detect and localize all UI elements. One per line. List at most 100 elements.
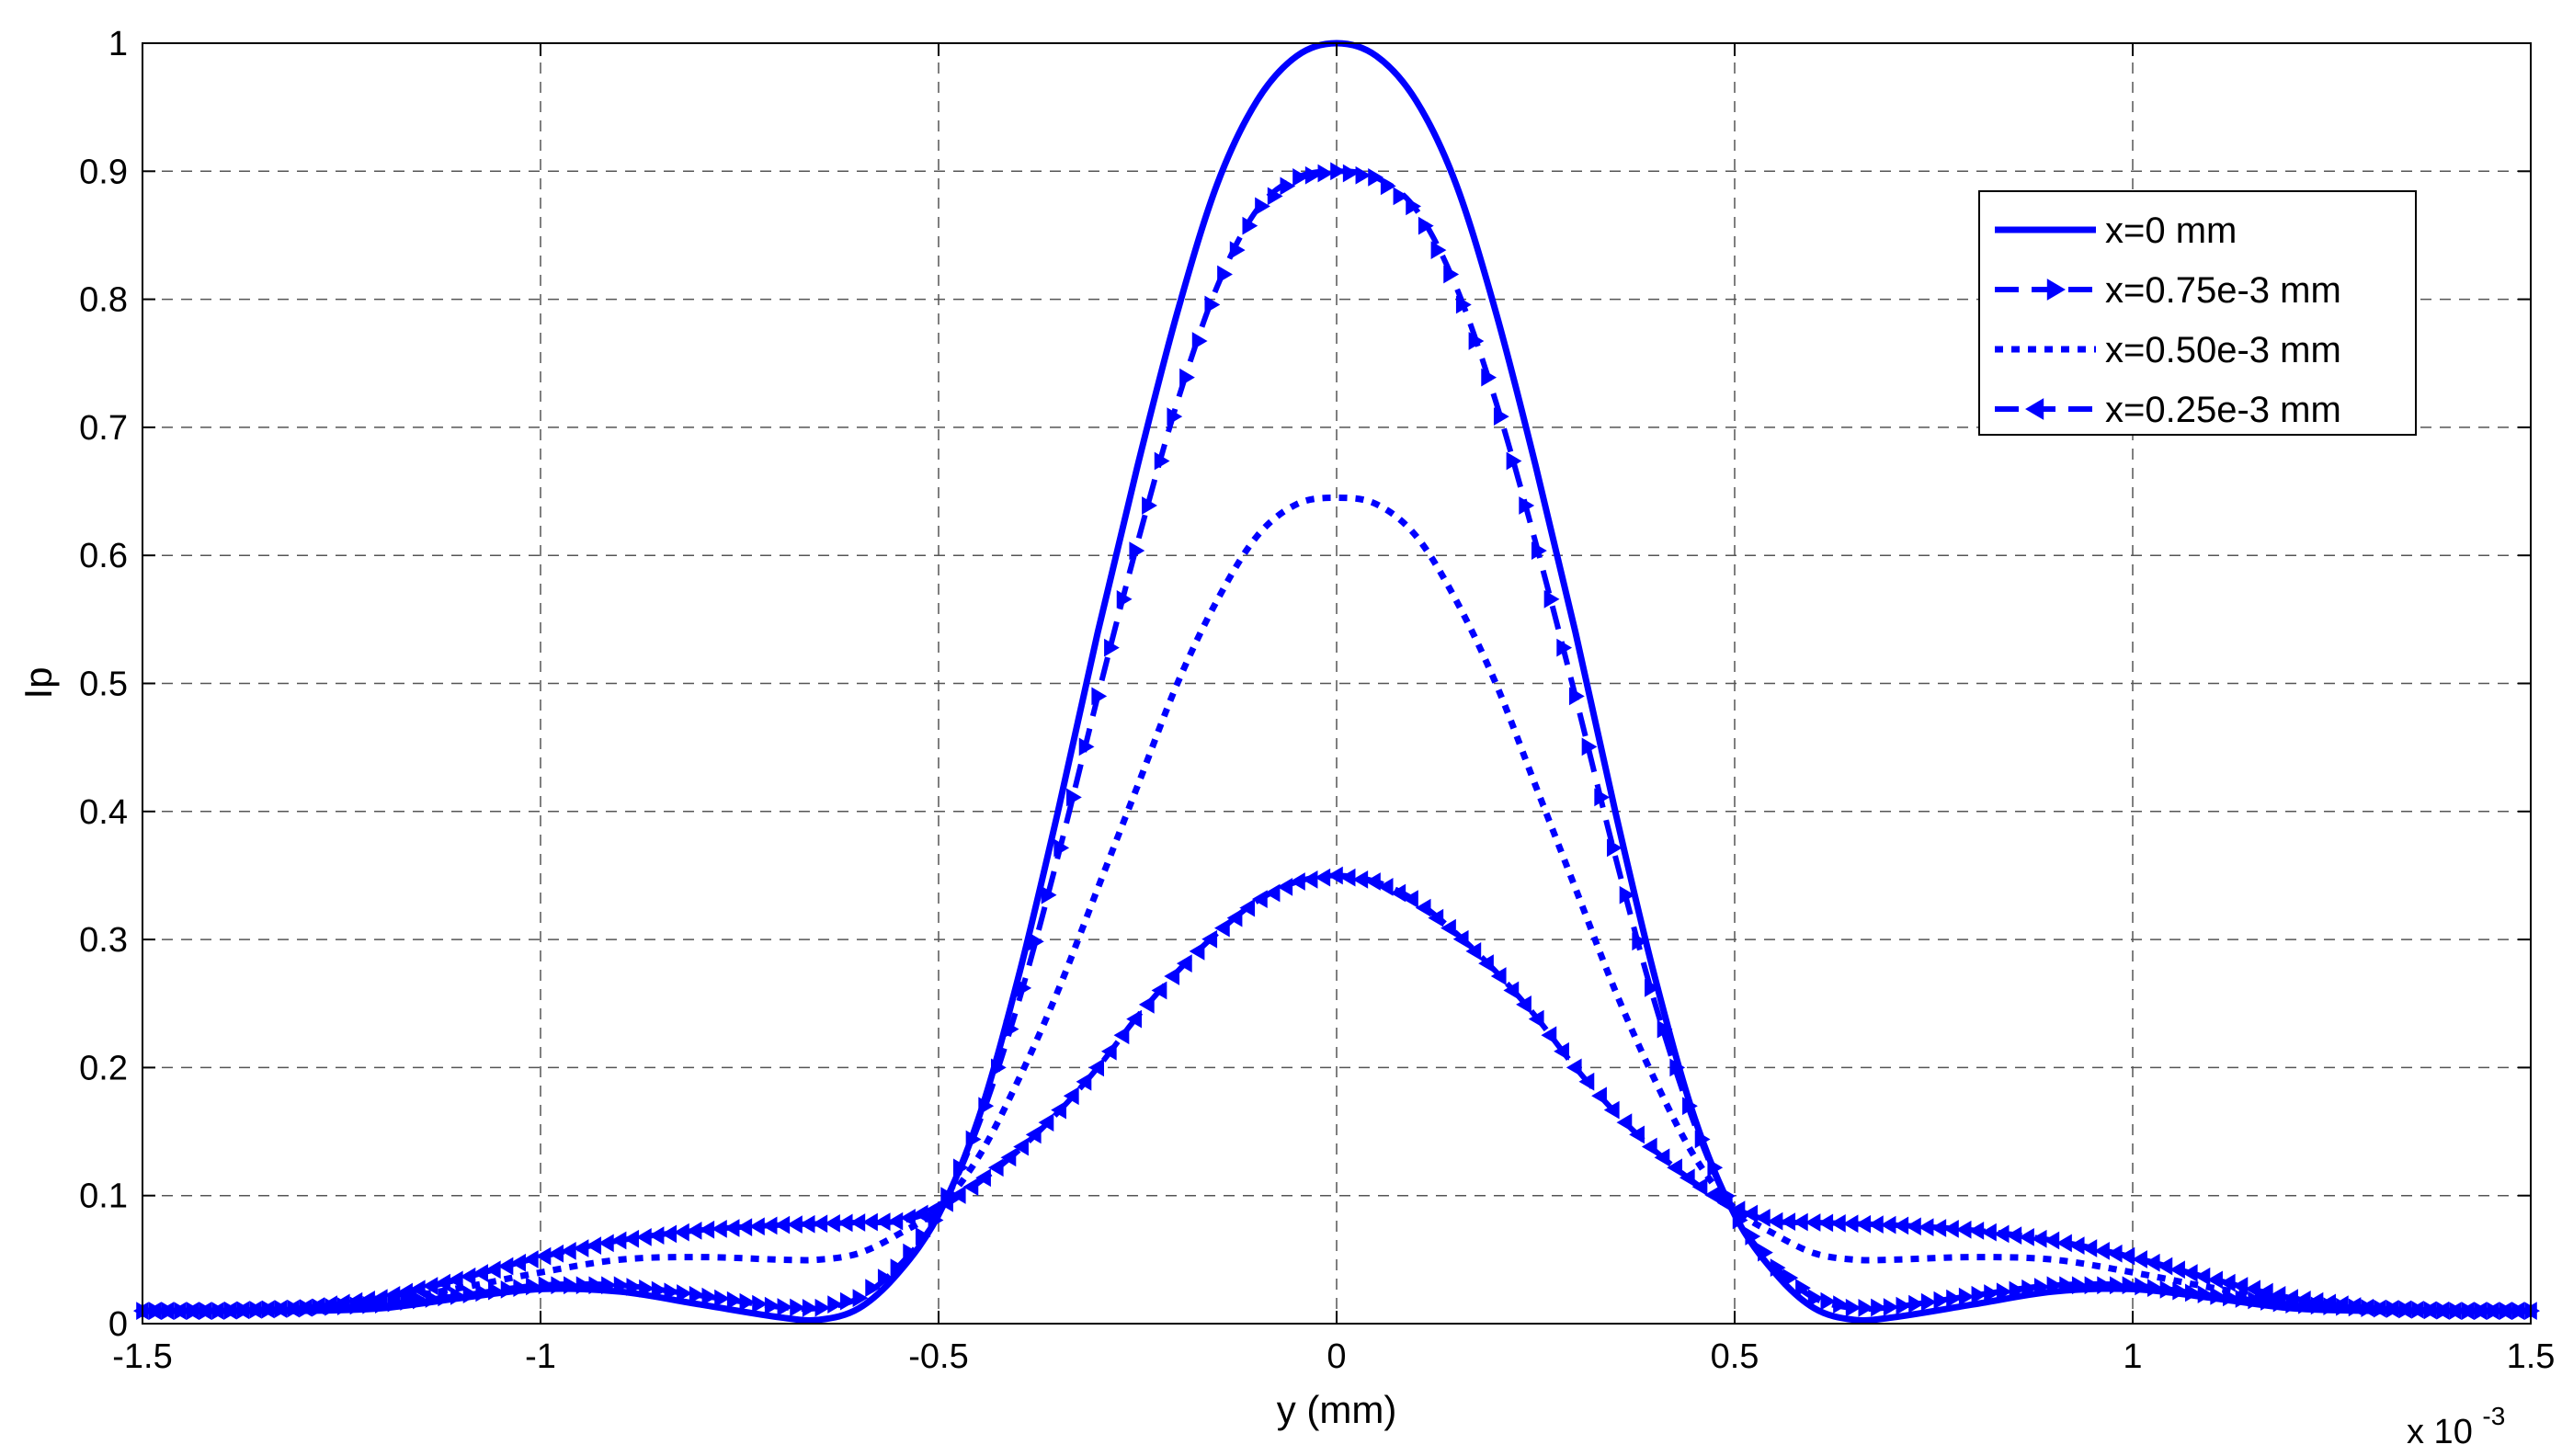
series-marker — [1455, 295, 1472, 314]
series-marker — [978, 1097, 995, 1116]
series-marker — [334, 1293, 350, 1313]
y-tick-label: 0.1 — [79, 1177, 128, 1216]
series-marker — [1176, 954, 1192, 973]
y-tick-label: 0.4 — [79, 793, 128, 832]
series-marker — [1694, 1130, 1711, 1149]
series-marker — [1519, 496, 1535, 515]
series-marker — [802, 1299, 818, 1317]
series-marker — [1428, 908, 1444, 927]
series-marker — [601, 1276, 617, 1295]
series-marker — [1129, 541, 1145, 560]
series-marker — [2185, 1283, 2201, 1302]
series-marker — [1430, 241, 1447, 259]
series-marker — [2219, 1273, 2236, 1292]
legend-marker — [2025, 398, 2044, 420]
series-marker — [2283, 1289, 2298, 1308]
series-marker — [1226, 908, 1243, 927]
axis-ticks: -1.5 -1 -0.5 0 0.5 1 1.5 0 0.1 0.2 0.3 0.4 0.5 0.6 0.7… — [79, 25, 2555, 1376]
series-marker — [2144, 1253, 2160, 1272]
series-marker — [1393, 187, 1409, 206]
series-marker — [413, 1291, 428, 1310]
series-marker — [975, 1168, 991, 1188]
series-marker — [384, 1285, 401, 1304]
series-marker — [1251, 890, 1268, 908]
series-marker — [2081, 1239, 2098, 1257]
series-marker — [564, 1276, 579, 1295]
series-line — [142, 495, 2532, 1314]
series-marker — [1554, 1041, 1569, 1061]
series-marker — [1330, 162, 1346, 181]
series-marker — [1355, 165, 1372, 185]
series-marker — [1440, 918, 1456, 938]
series-marker — [1179, 368, 1195, 387]
series-marker — [1380, 176, 1396, 196]
x-tick-label: -0.5 — [908, 1337, 968, 1376]
series-marker — [2245, 1280, 2260, 1299]
series-marker — [450, 1286, 466, 1305]
series-marker — [2307, 1291, 2324, 1311]
series-marker — [2135, 1277, 2151, 1296]
legend: x=0 mm x=0.75e-3 mm x=0.50e-3 mm x=0.25e-3 … — [1978, 190, 2417, 436]
series-marker — [2181, 1264, 2198, 1282]
series-marker — [1390, 883, 1406, 903]
series-marker — [689, 1285, 705, 1304]
series-marker — [1669, 1058, 1686, 1077]
series-marker — [296, 1298, 313, 1317]
series-marker — [1478, 954, 1494, 973]
series-marker — [764, 1296, 780, 1315]
series-marker — [2059, 1276, 2076, 1295]
series-marker — [714, 1289, 730, 1308]
series-marker — [639, 1279, 655, 1298]
x-scale-factor: x 10 -3 — [2407, 1402, 2505, 1451]
series-marker — [1645, 979, 1660, 997]
series-marker — [1315, 868, 1331, 887]
series-marker — [1078, 737, 1095, 756]
series-marker — [475, 1283, 492, 1302]
series-marker — [1871, 1298, 1886, 1317]
series-marker — [1104, 638, 1120, 657]
series-marker — [1569, 687, 1585, 706]
series-4 — [133, 866, 2537, 1320]
series-marker — [1138, 995, 1155, 1014]
series-marker — [1229, 241, 1246, 259]
series-marker — [1053, 838, 1070, 858]
series-marker — [2094, 1242, 2110, 1260]
series-marker — [1352, 870, 1369, 889]
series-marker — [626, 1278, 643, 1296]
series-marker — [2056, 1234, 2072, 1253]
series-marker — [1317, 164, 1334, 183]
series-marker — [460, 1267, 476, 1286]
series-marker — [347, 1291, 363, 1311]
series-marker — [1531, 541, 1547, 560]
series-marker — [1679, 1168, 1695, 1188]
series-marker — [2157, 1257, 2173, 1276]
series-marker — [2006, 1226, 2022, 1246]
series-marker — [2021, 1279, 2038, 1298]
series-marker — [651, 1280, 667, 1300]
series-marker — [887, 1211, 904, 1231]
series-marker — [1981, 1223, 1997, 1242]
series-marker — [1076, 1072, 1092, 1091]
series-marker — [2046, 1276, 2063, 1295]
x-tick-label: 0.5 — [1711, 1337, 1759, 1376]
series-marker — [962, 1177, 979, 1197]
series-marker — [1541, 1026, 1557, 1045]
series-marker — [1164, 967, 1180, 985]
x-scale-exponent: -3 — [2482, 1402, 2505, 1430]
series-marker — [1782, 1268, 1799, 1288]
series-marker — [1578, 1072, 1595, 1091]
series-marker — [987, 1158, 1004, 1177]
series-marker — [1745, 1227, 1761, 1246]
x-scale-base: x 10 — [2407, 1413, 2473, 1451]
series-marker — [1406, 197, 1422, 216]
series-marker — [1154, 451, 1170, 471]
series-marker — [1820, 1291, 1837, 1311]
series-marker — [1365, 872, 1381, 891]
series-marker — [1255, 197, 1270, 216]
series-marker — [1996, 1282, 2012, 1302]
series-marker — [1151, 981, 1167, 1000]
series-marker — [1629, 1125, 1645, 1144]
series-marker — [1342, 164, 1359, 183]
series-marker — [1503, 981, 1520, 1000]
